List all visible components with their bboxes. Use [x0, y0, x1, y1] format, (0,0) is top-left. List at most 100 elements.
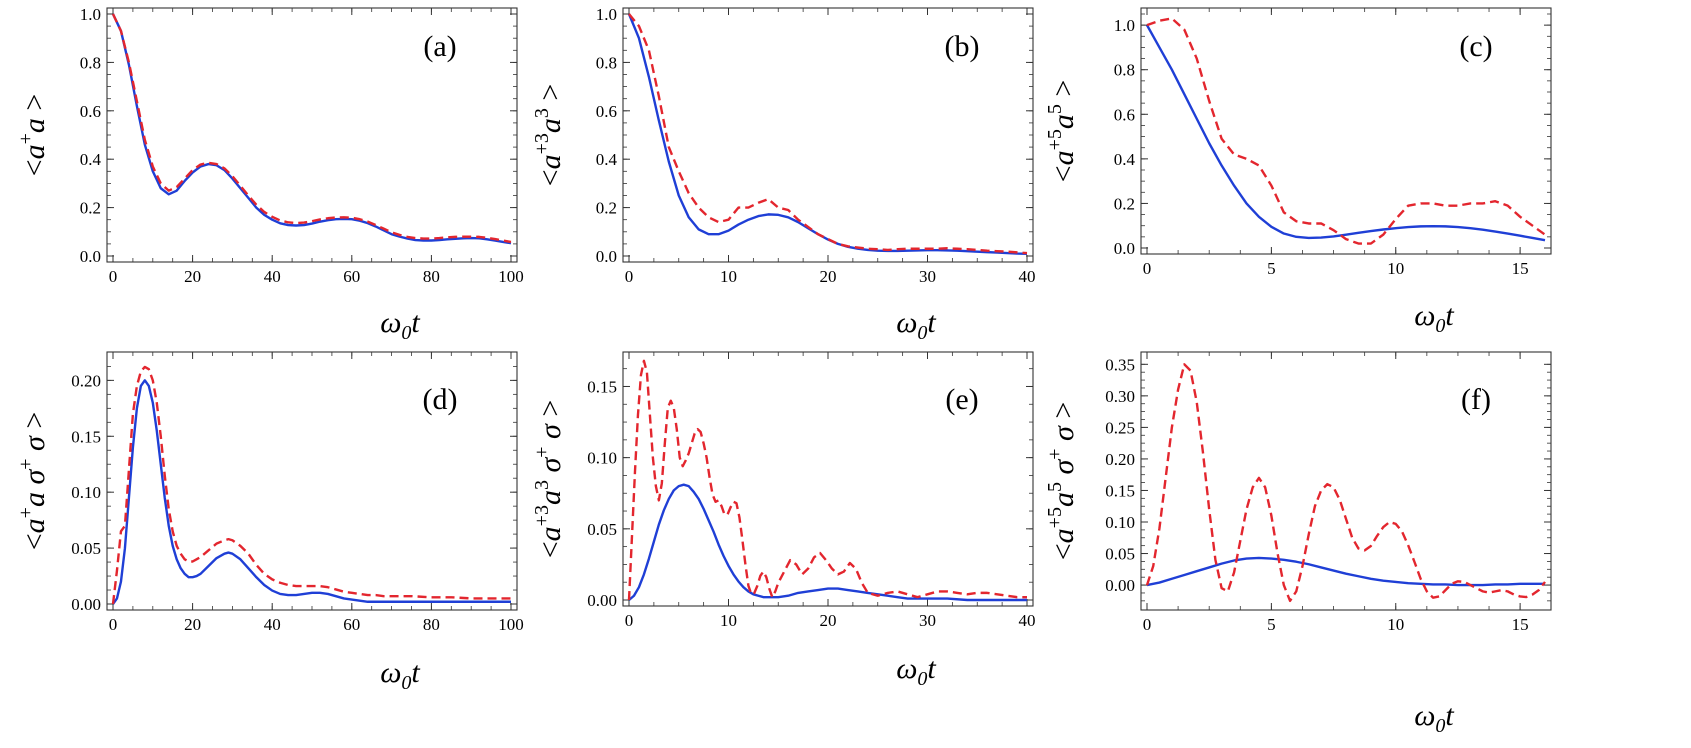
- x-axis-label: ω0t: [380, 306, 420, 344]
- data-point: [1426, 591, 1427, 592]
- data-point: [867, 592, 868, 593]
- panel-label: (f): [1461, 383, 1491, 416]
- x-axis-label: ω0t: [380, 656, 420, 694]
- x-tick-label: 40: [264, 267, 281, 286]
- data-point: [391, 234, 392, 235]
- y-axis-label-part: >: [534, 84, 567, 108]
- data-point: [708, 217, 709, 218]
- data-point: [653, 541, 654, 542]
- data-point: [411, 596, 412, 597]
- data-point: [184, 178, 185, 179]
- data-point: [128, 497, 129, 498]
- data-point: [128, 62, 129, 63]
- data-point: [303, 224, 304, 225]
- data-point: [1358, 243, 1359, 244]
- y-axis-label-part: <: [18, 533, 51, 550]
- data-point: [648, 558, 649, 559]
- data-point: [1171, 69, 1172, 70]
- data-point: [638, 26, 639, 27]
- data-point: [730, 507, 731, 508]
- data-point: [1482, 591, 1483, 592]
- data-point: [471, 601, 472, 602]
- data-point: [897, 250, 898, 251]
- data-point: [652, 457, 653, 458]
- data-point: [319, 221, 320, 222]
- data-point: [120, 30, 121, 31]
- data-point: [1308, 223, 1309, 224]
- data-point: [947, 591, 948, 592]
- data-point: [1246, 203, 1247, 204]
- data-point: [664, 443, 665, 444]
- data-point: [1016, 597, 1017, 598]
- data-point: [1240, 540, 1241, 541]
- data-point: [359, 219, 360, 220]
- data-point: [1252, 487, 1253, 488]
- data-point: [1171, 578, 1172, 579]
- data-point: [1333, 236, 1334, 237]
- y-axis-label-text: <a+a σ+ σ >: [15, 412, 51, 551]
- data-point: [802, 574, 803, 575]
- data-point: [431, 240, 432, 241]
- data-point: [640, 374, 641, 375]
- data-point: [1370, 545, 1371, 546]
- data-point: [1233, 572, 1234, 573]
- y-tick-label: 0.0: [80, 247, 101, 266]
- data-point: [655, 486, 656, 487]
- chart-panel-b: 0 10 20 30 400.00.20.40.60.81.0(b)ω0t<a+3a3 …: [531, 5, 1036, 344]
- data-point: [128, 469, 129, 470]
- data-point: [188, 561, 189, 562]
- data-point: [124, 525, 125, 526]
- data-point: [1432, 203, 1433, 204]
- data-point: [319, 592, 320, 593]
- data-point: [1507, 584, 1508, 585]
- data-point: [288, 594, 289, 595]
- data-point: [1190, 370, 1191, 371]
- data-point: [367, 601, 368, 602]
- data-point: [638, 38, 639, 39]
- data-point: [1308, 564, 1309, 565]
- data-point: [1333, 487, 1334, 488]
- data-point: [673, 407, 674, 408]
- data-point: [1209, 143, 1210, 144]
- y-axis-label-part: <: [18, 159, 51, 176]
- data-point: [712, 494, 713, 495]
- x-tick-label: 100: [498, 267, 524, 286]
- data-point: [1420, 203, 1421, 204]
- data-point: [1209, 100, 1210, 101]
- data-point: [200, 573, 201, 574]
- data-point: [768, 199, 769, 200]
- y-tick-label: 1.0: [596, 5, 617, 24]
- data-point: [708, 234, 709, 235]
- data-point: [120, 581, 121, 582]
- data-point: [1395, 218, 1396, 219]
- data-point: [1383, 526, 1384, 527]
- data-point: [887, 595, 888, 596]
- data-point: [813, 557, 814, 558]
- data-point: [772, 597, 773, 598]
- data-point: [1165, 477, 1166, 478]
- data-point: [917, 250, 918, 251]
- data-point: [1532, 583, 1533, 584]
- data-point: [1432, 597, 1433, 598]
- data-point: [216, 163, 217, 164]
- data-point: [240, 188, 241, 189]
- data-point: [937, 250, 938, 251]
- series-line-solid: [1146, 556, 1545, 587]
- y-axis-label-part: 3: [531, 108, 553, 118]
- data-point: [634, 471, 635, 472]
- data-point: [658, 120, 659, 121]
- x-axis-label-tail: t: [1445, 299, 1454, 332]
- x-tick-label: 60: [343, 615, 360, 634]
- data-point: [1221, 563, 1222, 564]
- y-axis-label-part: a: [1047, 528, 1080, 543]
- data-point: [678, 195, 679, 196]
- data-point: [295, 225, 296, 226]
- data-point: [769, 588, 770, 589]
- series-line-solid: [1145, 24, 1546, 242]
- data-point: [987, 599, 988, 600]
- data-point: [967, 594, 968, 595]
- y-axis-label-part: +5: [1044, 507, 1066, 528]
- data-point: [849, 562, 850, 563]
- x-axis-label-tail: t: [927, 652, 936, 685]
- data-point: [1258, 477, 1259, 478]
